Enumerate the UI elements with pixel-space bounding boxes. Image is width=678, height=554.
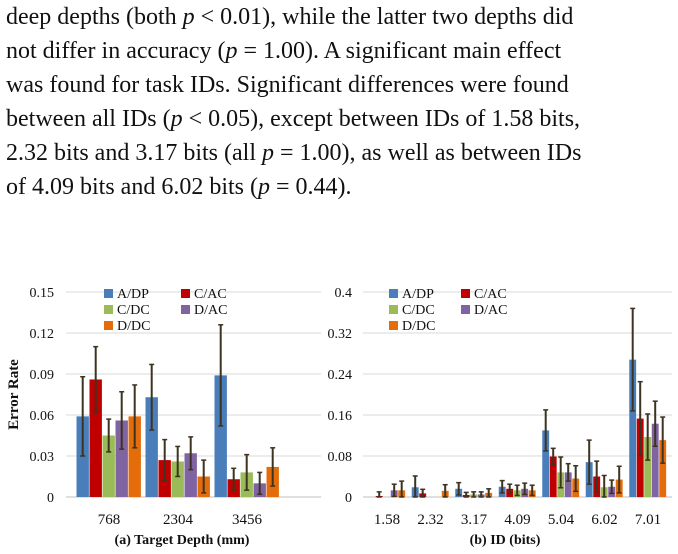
paragraph-line: between all IDs (p < 0.05), except betwe… (6, 106, 581, 132)
paragraph-line: 2.32 bits and 3.17 bits (all p = 1.00), … (6, 140, 582, 166)
chart-b-error-rate-by-id: 0 0.08 0.16 0.24 0.32 0.4 1.58 2.32 3.17 4.09 5.04… (328, 286, 672, 548)
paragraph-line: of 4.09 bits and 6.02 bits (p = 0.44). (6, 174, 352, 200)
x-tick-label: 3456 (232, 512, 263, 528)
legend-swatch (104, 289, 113, 298)
bar (636, 418, 644, 497)
legend-swatch (461, 289, 470, 298)
legend-swatch (461, 305, 470, 314)
y-tick-label: 0.16 (328, 409, 353, 424)
paragraph-line: deep depths (both p < 0.01), while the l… (6, 4, 574, 30)
x-tick-label: 3.17 (461, 512, 488, 528)
y-tick-label: 0.09 (30, 368, 55, 383)
legend-label: D/DC (117, 319, 150, 334)
x-axis-title: (b) ID (bits) (470, 533, 541, 548)
paragraph-line: was found for task IDs. Significant diff… (6, 72, 569, 98)
legend-swatch (389, 321, 398, 330)
legend-swatch (389, 289, 398, 298)
x-tick-label: 2304 (163, 512, 194, 528)
p-value-symbol: p (261, 140, 274, 166)
legend-label: A/DP (402, 287, 434, 302)
bar (214, 375, 227, 497)
y-tick-label: 0.32 (328, 327, 353, 342)
legend-swatch (104, 321, 113, 330)
p-value-symbol: p (182, 4, 195, 30)
x-tick-label: 6.02 (591, 512, 617, 528)
legend-label: C/AC (194, 287, 227, 302)
bar (629, 359, 637, 497)
bar (651, 423, 659, 497)
bar (128, 416, 141, 497)
x-tick-label: 2.32 (417, 512, 443, 528)
y-tick-label: 0.12 (30, 327, 55, 342)
legend-label: D/AC (194, 303, 227, 318)
legend-label: D/DC (402, 319, 435, 334)
x-tick-label: 4.09 (504, 512, 530, 528)
x-axis-title: (a) Target Depth (mm) (115, 533, 250, 548)
bar (184, 453, 197, 497)
bar (145, 397, 158, 497)
legend-label: C/DC (402, 303, 435, 318)
p-value-symbol: p (170, 106, 183, 132)
x-tick-label: 7.01 (635, 512, 661, 528)
y-tick-label: 0 (47, 491, 54, 506)
p-value-symbol: p (258, 174, 270, 200)
bar (644, 437, 652, 497)
x-tick-label: 768 (98, 512, 121, 528)
figure: 0 0.03 0.06 0.09 0.12 0.15 Error Rate 768 2304 34… (6, 286, 672, 548)
y-tick-label: 0.24 (328, 368, 353, 383)
y-tick-label: 0.03 (30, 450, 55, 465)
x-tick-label: 1.58 (374, 512, 400, 528)
legend-swatch (104, 305, 113, 314)
legend-label: A/DP (117, 287, 149, 302)
y-tick-label: 0.06 (30, 409, 55, 424)
y-tick-label: 0.08 (328, 450, 353, 465)
legend-swatch (181, 305, 190, 314)
bar (564, 472, 572, 497)
y-tick-label: 0.15 (30, 286, 55, 301)
bar (102, 435, 115, 497)
paragraph-line: not differ in accuracy (p = 1.00). A sig… (6, 38, 562, 64)
y-tick-label: 0 (345, 491, 352, 506)
legend-label: C/AC (474, 287, 507, 302)
y-tick-label: 0.4 (335, 286, 353, 301)
p-value-symbol: p (225, 38, 238, 64)
bar (659, 440, 667, 497)
chart-a-error-rate-by-depth: 0 0.03 0.06 0.09 0.12 0.15 Error Rate 768 2304 34… (6, 286, 321, 548)
legend-swatch (389, 305, 398, 314)
body-paragraph: deep depths (both p < 0.01), while the l… (6, 0, 678, 204)
legend-label: D/AC (474, 303, 507, 318)
x-tick-label: 5.04 (548, 512, 575, 528)
y-axis-title: Error Rate (6, 359, 22, 430)
bar (549, 456, 557, 497)
legend-label: C/DC (117, 303, 150, 318)
bar (171, 461, 184, 497)
legend-swatch (181, 289, 190, 298)
bar (89, 379, 102, 497)
bar (115, 420, 128, 497)
bar (542, 430, 550, 497)
